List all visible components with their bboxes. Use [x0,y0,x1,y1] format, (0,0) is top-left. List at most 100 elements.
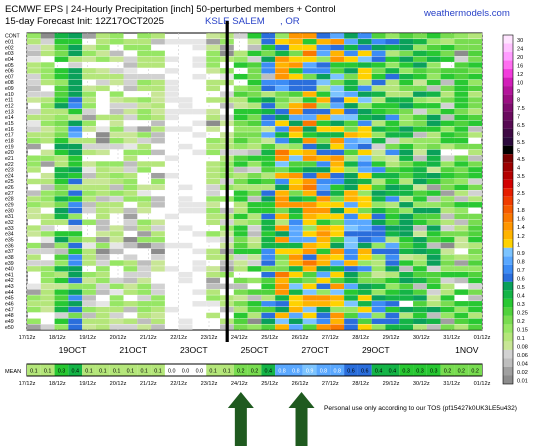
member-cell [330,114,345,121]
mean-value-label: 0.0 [196,369,204,375]
mean-value-label: 0.1 [223,369,231,375]
member-cell [95,207,110,214]
member-cell [82,85,96,92]
member-cell [399,56,414,62]
member-cell [233,237,248,243]
member-cell [330,126,345,132]
member-cell [454,207,469,214]
member-cell [316,62,331,68]
member-cell [123,318,138,324]
colorbar-swatch [503,103,513,112]
mean-value-label: 0.6 [361,369,369,375]
member-cell [330,306,345,313]
member-cell [316,79,331,86]
member-label: e07 [5,74,14,80]
member-cell [68,149,83,156]
member-cell [247,155,262,161]
member-cell [344,207,358,214]
mean-cell [123,364,138,376]
member-cell [247,120,262,126]
member-cell [440,85,455,92]
member-cell [247,114,262,121]
member-cell [178,242,193,249]
member-cell [82,196,96,202]
member-cell [344,56,358,62]
member-cell [330,231,345,237]
member-cell [123,306,138,313]
member-cell [192,289,207,295]
member-cell [385,56,400,62]
member-cell [344,295,358,301]
member-cell [206,283,221,290]
member-cell [385,73,400,80]
member-cell [40,73,55,80]
mean-value-label: 0.4 [389,369,397,375]
member-cell [302,91,317,97]
mean-cell [357,364,372,376]
member-cell [247,301,262,307]
member-cell [27,108,41,115]
member-cell [206,50,221,57]
member-cell [288,44,303,51]
colorbar-level-label: 24 [517,46,523,52]
member-cell [344,79,358,86]
member-cell [454,39,469,45]
member-cell [178,196,193,202]
member-cell [357,161,372,167]
member-cell [426,283,441,290]
brand-label[interactable]: weathermodels.com [423,8,510,19]
member-label: e16 [5,127,14,133]
member-cell [344,33,358,39]
member-cell [40,161,55,167]
member-cell [316,91,331,97]
member-cell [261,312,276,319]
member-cell [178,108,193,115]
member-cell [454,184,469,191]
member-cell [385,196,400,202]
member-cell [151,33,165,39]
member-cell [426,161,441,167]
member-cell [137,324,152,330]
mean-cell [288,364,303,376]
member-cell [385,85,400,92]
member-cell [275,39,289,45]
member-cell [275,178,289,185]
member-cell [233,149,248,156]
member-cell [440,44,455,51]
mean-cell [385,364,400,376]
member-cell [233,120,248,126]
member-cell [27,143,41,150]
member-cell [357,56,372,62]
member-cell [468,184,482,191]
member-cell [357,225,372,231]
member-cell [330,301,345,307]
colorbar-swatch [503,69,513,78]
member-cell [288,155,303,161]
member-label: e49 [5,319,14,325]
member-label: e50 [5,325,14,331]
member-cell [247,44,262,51]
member-cell [95,248,110,255]
member-cell [178,39,193,45]
member-cell [468,202,482,208]
member-cell [151,231,165,237]
member-cell [233,225,248,231]
member-cell [40,242,55,249]
member-cell [302,97,317,103]
member-cell [109,306,124,313]
member-cell [426,68,441,74]
member-cell [316,56,331,62]
member-cell [178,207,193,214]
member-cell [40,50,55,57]
day-label: 25OCT [241,345,269,355]
member-cell [426,289,441,295]
member-cell [192,132,207,138]
member-cell [302,237,317,243]
member-cell [40,260,55,266]
member-cell [27,132,41,138]
member-cell [440,178,455,185]
member-cell [68,207,83,214]
member-cell [68,237,83,243]
member-cell [385,190,400,196]
member-label: e06 [5,69,14,75]
